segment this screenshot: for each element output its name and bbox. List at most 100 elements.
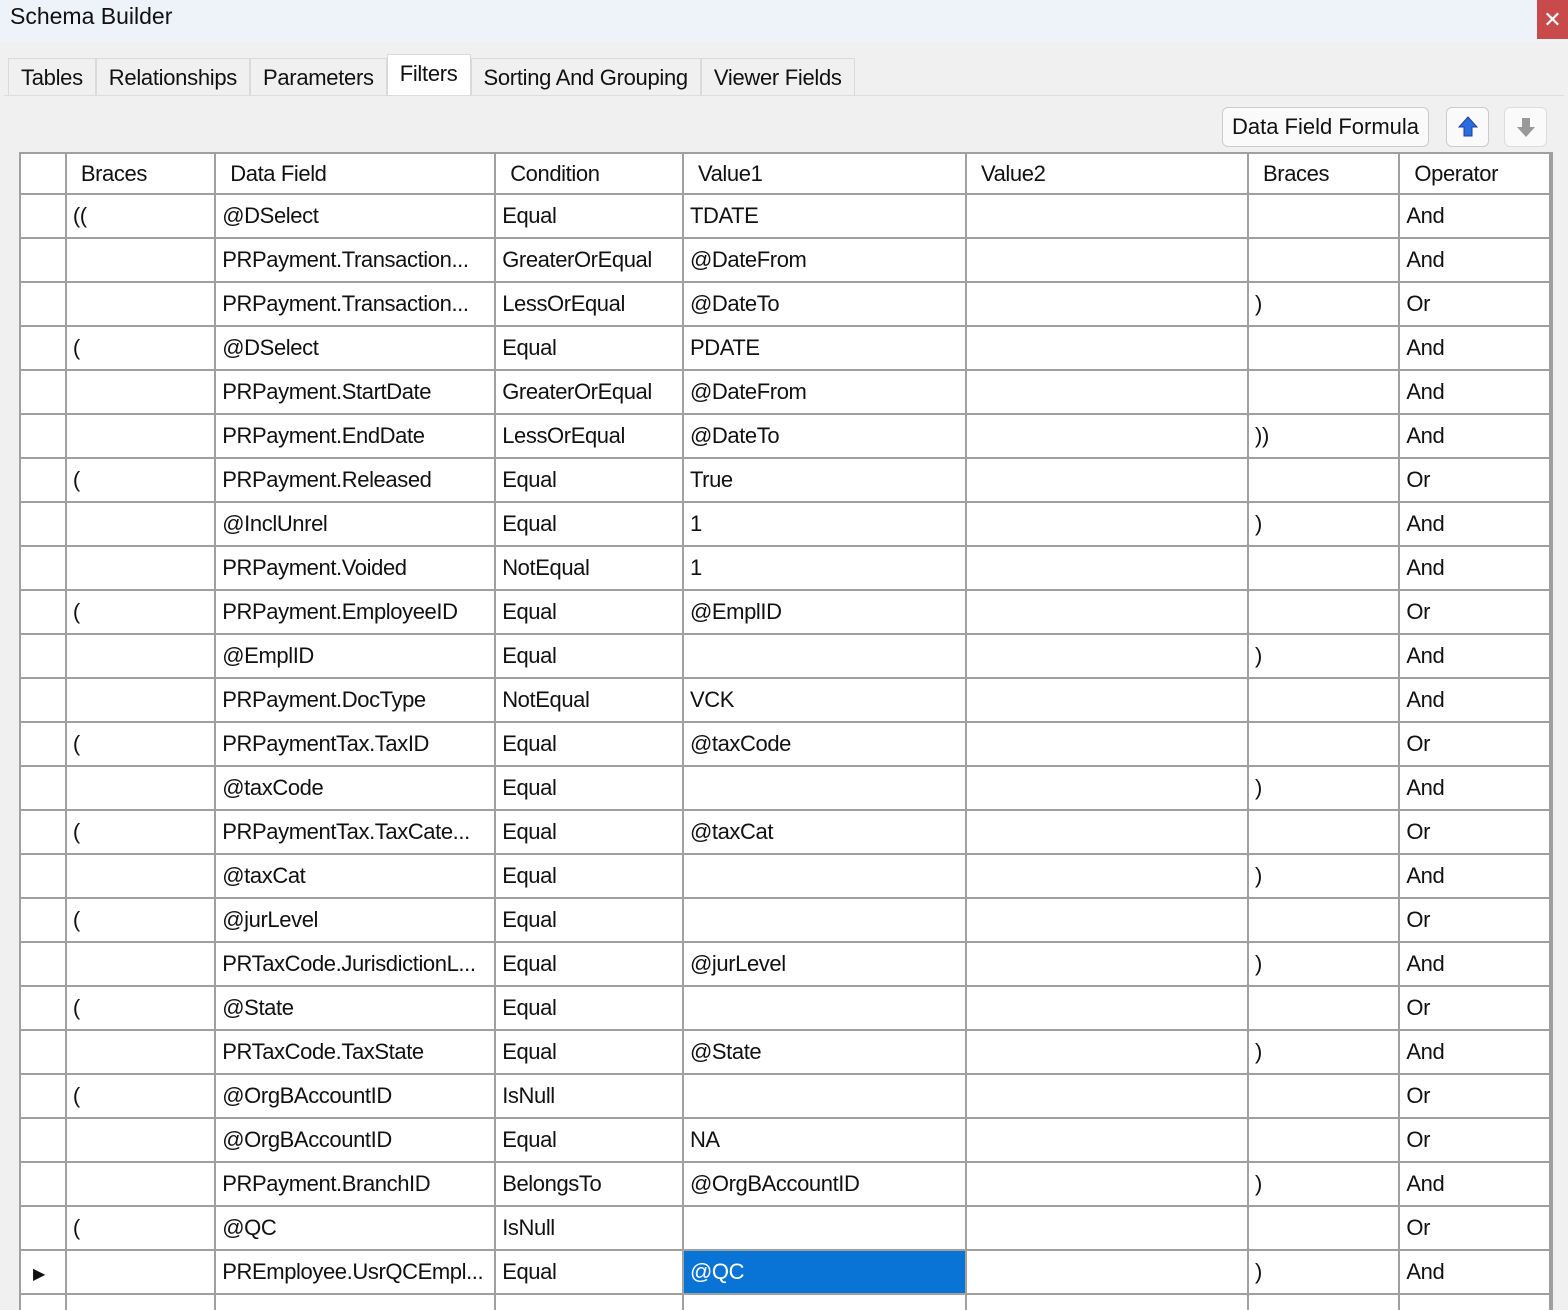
row-selector[interactable]: [21, 281, 67, 327]
row-selector[interactable]: [21, 589, 67, 635]
cell-value1[interactable]: @DateTo: [681, 281, 967, 327]
cell-braces-open[interactable]: [64, 413, 217, 459]
cell-empty[interactable]: [494, 1293, 684, 1310]
table-row[interactable]: ((@DSelect Equal TDATE And: [21, 193, 1551, 239]
cell-data-field[interactable]: @State: [214, 985, 497, 1031]
cell-value2[interactable]: [964, 1073, 1250, 1119]
cell-value1[interactable]: @State: [681, 1029, 967, 1075]
table-row[interactable]: PRPayment.StartDate GreaterOrEqual @DateFr…: [21, 369, 1551, 415]
row-selector[interactable]: [21, 457, 67, 503]
table-row[interactable]: (@State Equal Or: [21, 985, 1551, 1031]
cell-operator[interactable]: Or: [1398, 897, 1551, 943]
cell-condition[interactable]: BelongsTo: [494, 1161, 684, 1207]
cell-condition[interactable]: Equal: [494, 941, 684, 987]
cell-value1[interactable]: @OrgBAccountID: [681, 1161, 967, 1207]
cell-data-field[interactable]: PRPayment.Voided: [214, 545, 497, 591]
table-row[interactable]: PRPayment.DocType NotEqual VCK And: [21, 677, 1551, 723]
cell-value2[interactable]: [964, 1205, 1250, 1251]
column-header-data-field[interactable]: Data Field: [214, 154, 497, 195]
cell-condition[interactable]: IsNull: [494, 1073, 684, 1119]
table-row[interactable]: PRTaxCode.TaxState Equal @State) And: [21, 1029, 1551, 1075]
row-selector[interactable]: [21, 853, 67, 899]
cell-braces-open[interactable]: (: [64, 325, 217, 371]
cell-empty[interactable]: [214, 1293, 497, 1310]
table-row[interactable]: @OrgBAccountID Equal NA Or: [21, 1117, 1551, 1163]
column-header-braces-open[interactable]: Braces: [64, 154, 217, 195]
cell-operator[interactable]: And: [1398, 545, 1551, 591]
cell-condition[interactable]: LessOrEqual: [494, 413, 684, 459]
cell-braces-close[interactable]: [1247, 589, 1401, 635]
cell-operator[interactable]: Or: [1398, 457, 1551, 503]
cell-operator[interactable]: Or: [1398, 589, 1551, 635]
cell-data-field[interactable]: PRPayment.DocType: [214, 677, 497, 723]
cell-data-field[interactable]: @OrgBAccountID: [214, 1073, 497, 1119]
cell-value2[interactable]: [964, 281, 1250, 327]
cell-operator[interactable]: Or: [1398, 1205, 1551, 1251]
table-row[interactable]: @InclUnrel Equal 1) And: [21, 501, 1551, 547]
cell-value2[interactable]: [964, 809, 1250, 855]
filters-grid[interactable]: Braces Data Field Condition Value1 Value2 Bra…: [19, 152, 1553, 1310]
cell-braces-open[interactable]: [64, 1029, 217, 1075]
cell-condition[interactable]: LessOrEqual: [494, 281, 684, 327]
table-row[interactable]: (@QC IsNull Or: [21, 1205, 1551, 1251]
cell-braces-open[interactable]: [64, 545, 217, 591]
cell-value2[interactable]: [964, 193, 1250, 239]
cell-value1[interactable]: [681, 765, 967, 811]
cell-data-field[interactable]: PRPaymentTax.TaxCate...: [214, 809, 497, 855]
cell-value2[interactable]: [964, 765, 1250, 811]
cell-braces-open[interactable]: [64, 677, 217, 723]
cell-value2[interactable]: [964, 237, 1250, 283]
cell-braces-open[interactable]: [64, 369, 217, 415]
cell-value2[interactable]: [964, 721, 1250, 767]
tab-parameters[interactable]: Parameters: [249, 58, 387, 96]
row-selector[interactable]: [21, 985, 67, 1031]
cell-braces-close[interactable]: [1247, 237, 1401, 283]
column-header-value1[interactable]: Value1: [681, 154, 967, 195]
row-selector[interactable]: ▶: [21, 1249, 67, 1295]
cell-braces-close[interactable]: [1247, 545, 1401, 591]
cell-value1[interactable]: [681, 985, 967, 1031]
cell-value1[interactable]: [681, 853, 967, 899]
cell-condition[interactable]: Equal: [494, 721, 684, 767]
cell-data-field[interactable]: PRPayment.EmployeeID: [214, 589, 497, 635]
cell-braces-close[interactable]: )): [1247, 413, 1401, 459]
cell-operator[interactable]: Or: [1398, 809, 1551, 855]
cell-operator[interactable]: And: [1398, 193, 1551, 239]
cell-operator[interactable]: And: [1398, 677, 1551, 723]
cell-value2[interactable]: [964, 897, 1250, 943]
cell-condition[interactable]: GreaterOrEqual: [494, 237, 684, 283]
cell-data-field[interactable]: @DSelect: [214, 325, 497, 371]
cell-value1[interactable]: [681, 1073, 967, 1119]
cell-condition[interactable]: Equal: [494, 589, 684, 635]
cell-braces-close[interactable]: ): [1247, 1029, 1401, 1075]
cell-data-field[interactable]: @QC: [214, 1205, 497, 1251]
row-selector[interactable]: [21, 1117, 67, 1163]
cell-condition[interactable]: Equal: [494, 633, 684, 679]
cell-operator[interactable]: And: [1398, 941, 1551, 987]
cell-value1[interactable]: @EmplID: [681, 589, 967, 635]
cell-value1[interactable]: 1: [681, 501, 967, 547]
cell-empty[interactable]: [964, 1293, 1250, 1310]
cell-value1[interactable]: True: [681, 457, 967, 503]
cell-condition[interactable]: Equal: [494, 193, 684, 239]
row-selector[interactable]: [21, 545, 67, 591]
cell-value2[interactable]: [964, 633, 1250, 679]
table-row[interactable]: ▶ PREmployee.UsrQCEmpl... Equal @QC) And: [21, 1249, 1551, 1295]
cell-braces-open[interactable]: [64, 633, 217, 679]
cell-braces-open[interactable]: (: [64, 897, 217, 943]
cell-data-field[interactable]: @taxCat: [214, 853, 497, 899]
row-selector[interactable]: [21, 809, 67, 855]
row-selector[interactable]: [21, 765, 67, 811]
cell-data-field[interactable]: PRPayment.StartDate: [214, 369, 497, 415]
cell-braces-close[interactable]: [1247, 1205, 1401, 1251]
cell-braces-close[interactable]: ): [1247, 1161, 1401, 1207]
cell-condition[interactable]: GreaterOrEqual: [494, 369, 684, 415]
cell-value1[interactable]: @QC: [681, 1249, 967, 1295]
cell-value2[interactable]: [964, 941, 1250, 987]
cell-braces-open[interactable]: ((: [64, 193, 217, 239]
move-up-button[interactable]: [1446, 107, 1489, 147]
cell-operator[interactable]: Or: [1398, 985, 1551, 1031]
table-row[interactable]: (@jurLevel Equal Or: [21, 897, 1551, 943]
cell-value2[interactable]: [964, 985, 1250, 1031]
cell-condition[interactable]: Equal: [494, 1117, 684, 1163]
